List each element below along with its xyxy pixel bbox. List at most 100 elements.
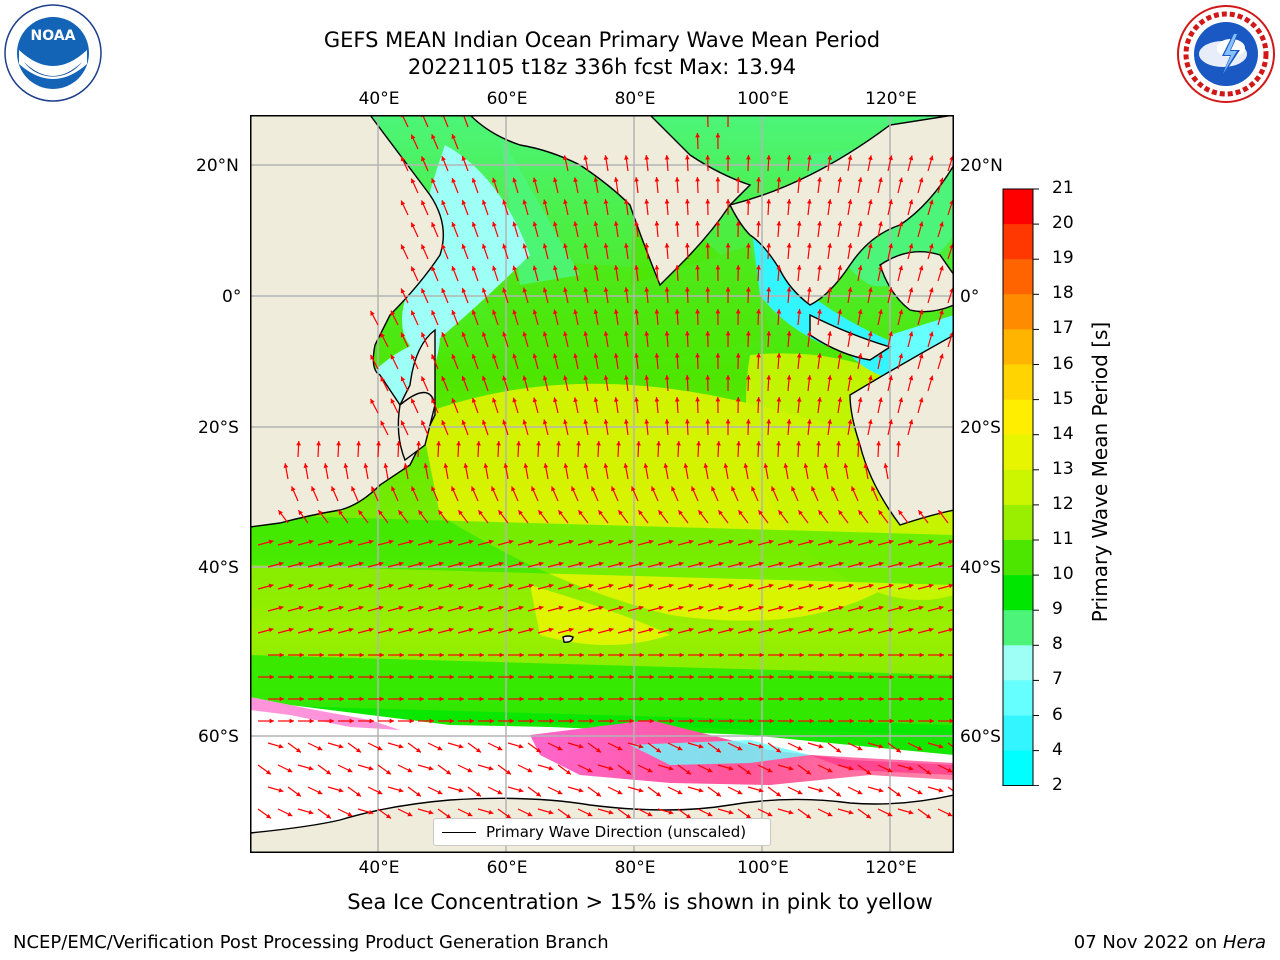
wave-arrow-head: [828, 627, 834, 633]
wave-arrow-head: [918, 177, 924, 183]
wave-arrow-head: [589, 674, 594, 680]
wave-arrow-head: [776, 221, 782, 226]
wave-arrow-head: [355, 747, 361, 753]
wave-arrow-head: [498, 510, 503, 516]
wave-arrow-head: [410, 398, 416, 404]
lat-label: 0°: [222, 287, 242, 307]
wave-arrow-head: [583, 287, 589, 293]
wave-arrow-head: [498, 605, 504, 611]
wave-arrow-head: [578, 510, 583, 516]
wave-arrow-head: [318, 510, 323, 516]
wave-arrow-head: [317, 745, 323, 751]
colorbar-segment: [1003, 645, 1033, 681]
wave-arrow-head: [689, 718, 694, 724]
wave-arrow-head: [608, 627, 614, 633]
wave-arrow-head: [378, 561, 384, 567]
wave-arrow-head: [818, 787, 824, 793]
wave-arrow-head: [788, 765, 794, 771]
wave-arrow-head: [400, 156, 406, 162]
wave-arrow-head: [471, 177, 477, 183]
wave-arrow-head: [578, 743, 584, 749]
wave-arrow-head: [410, 134, 416, 140]
wave-arrow-head: [428, 809, 434, 815]
wave-arrow-head: [542, 419, 548, 425]
wave-arrow-head: [579, 652, 584, 658]
wave-arrow-head: [468, 583, 474, 589]
colorbar-segment: [1003, 715, 1033, 752]
wave-arrow-head: [618, 561, 624, 567]
wave-arrow-head: [421, 200, 426, 206]
wave-arrow-head: [287, 767, 293, 773]
wave-arrow-head: [756, 353, 761, 358]
colorbar-title: Primary Wave Mean Period [s]: [1088, 321, 1112, 623]
wave-arrow-head: [715, 309, 721, 314]
wave-arrow-head: [756, 177, 761, 182]
wave-arrow-head: [309, 718, 314, 724]
wave-arrow-head: [505, 813, 511, 819]
wave-arrow-head: [476, 441, 481, 446]
wave-arrow-head: [573, 221, 578, 227]
wave-arrow-head: [908, 419, 914, 425]
lat-label: 0°: [960, 287, 980, 307]
wave-arrow-head: [776, 441, 781, 446]
wave-arrow-head: [829, 674, 834, 680]
wave-arrow-head: [895, 791, 901, 797]
wave-arrow-head: [573, 397, 578, 403]
wave-arrow-head: [698, 787, 704, 793]
wave-arrow-head: [699, 696, 704, 702]
wave-arrow-head: [529, 674, 534, 680]
wave-arrow-head: [847, 199, 853, 204]
wave-arrow-head: [502, 287, 507, 293]
wave-arrow-head: [558, 510, 563, 516]
wave-arrow-head: [715, 133, 721, 138]
wave-arrow-head: [532, 397, 538, 403]
wave-arrow-head: [539, 652, 544, 658]
wave-arrow-head: [888, 375, 893, 381]
wave-arrow-head: [316, 441, 321, 446]
wave-arrow-head: [443, 463, 449, 469]
wave-arrow-head: [827, 419, 833, 424]
wave-arrow-head: [631, 486, 636, 492]
wave-arrow-head: [578, 605, 584, 611]
wave-arrow-head: [475, 747, 481, 753]
wave-arrow-head: [817, 397, 822, 402]
wave-arrow-head: [461, 200, 467, 205]
wave-arrow-head: [617, 745, 623, 751]
wave-arrow-head: [949, 674, 954, 680]
colorbar-tick-label: 16: [1052, 353, 1074, 374]
wave-arrow-head: [805, 813, 811, 819]
lon-label: 60°E: [486, 89, 528, 109]
wave-arrow-head: [779, 696, 784, 702]
wave-arrow-head: [748, 583, 754, 589]
wave-arrow-head: [888, 539, 894, 545]
wave-arrow-head: [776, 353, 782, 358]
wave-arrow-head: [725, 375, 731, 380]
wave-arrow-head: [338, 605, 344, 611]
wave-arrow-head: [878, 510, 883, 516]
wave-arrow-head: [857, 789, 863, 795]
wave-arrow-head: [735, 177, 741, 182]
wave-arrow-head: [593, 397, 599, 402]
wave-arrow-head: [766, 155, 772, 160]
wave-arrow-head: [668, 583, 674, 589]
wave-arrow-head: [583, 243, 589, 249]
wave-arrow-head: [685, 199, 690, 204]
wave-arrow-head: [735, 221, 741, 226]
wave-arrow-head: [669, 674, 674, 680]
wave-arrow-head: [535, 791, 541, 797]
wave-arrow-head: [779, 652, 784, 658]
wave-arrow-head: [318, 561, 324, 567]
wave-arrow-head: [847, 331, 853, 336]
wave-arrow-head: [371, 486, 376, 492]
colorbar-tick-label: 17: [1052, 318, 1074, 339]
wave-arrow-head: [380, 332, 385, 338]
wave-arrow-head: [502, 419, 507, 425]
wave-arrow-head: [542, 331, 548, 337]
wave-arrow-head: [918, 265, 924, 271]
wave-arrow-head: [608, 809, 614, 815]
wave-arrow-head: [835, 747, 841, 753]
wave-arrow-head: [867, 287, 873, 293]
wave-arrow-head: [908, 765, 914, 771]
wave-arrow-head: [867, 199, 873, 205]
wave-arrow-head: [735, 309, 741, 314]
